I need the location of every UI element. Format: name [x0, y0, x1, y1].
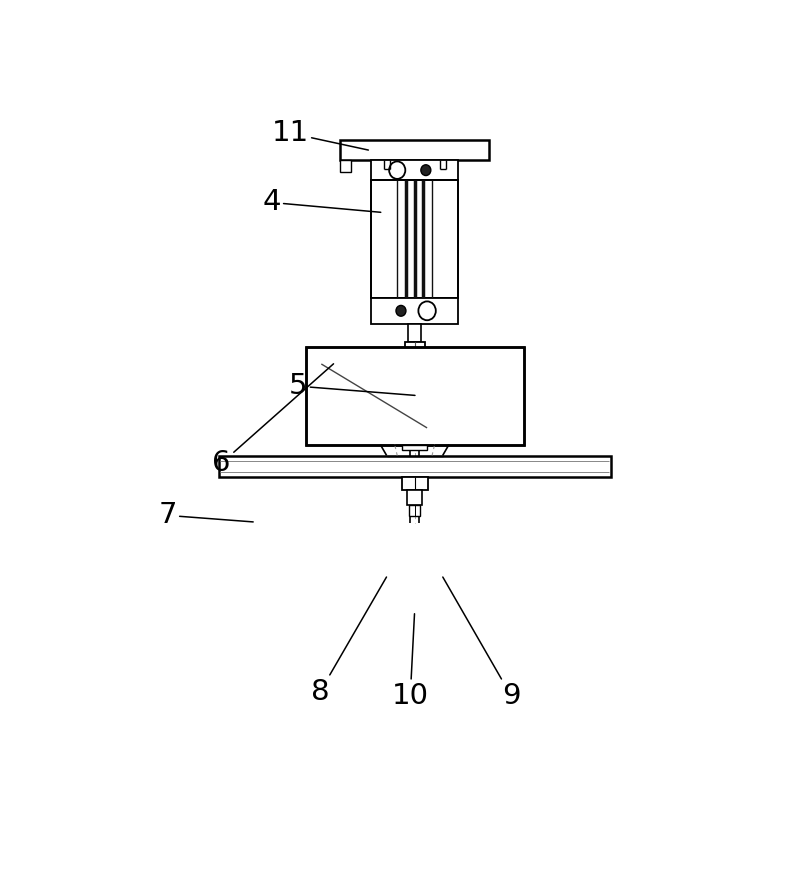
Circle shape [395, 305, 406, 316]
Text: 10: 10 [391, 614, 428, 710]
Text: 6: 6 [213, 364, 333, 477]
Bar [402, 445, 427, 450]
Text: 4: 4 [262, 189, 380, 217]
Text: 11: 11 [271, 119, 368, 150]
Bar [371, 180, 458, 298]
Bar [306, 347, 523, 445]
Bar [339, 140, 488, 160]
Text: 8: 8 [310, 577, 386, 705]
Text: 9: 9 [442, 577, 520, 710]
Bar [401, 477, 427, 490]
Bar [371, 160, 458, 180]
Bar [407, 323, 421, 343]
Bar [306, 347, 523, 445]
Bar [371, 180, 458, 298]
Bar [408, 505, 419, 516]
Bar [218, 455, 610, 477]
Bar [407, 490, 422, 505]
Text: 5: 5 [289, 372, 415, 400]
Circle shape [420, 165, 431, 176]
Bar [371, 298, 458, 323]
Bar [339, 160, 350, 172]
Text: 7: 7 [158, 502, 253, 530]
Bar [404, 343, 424, 357]
